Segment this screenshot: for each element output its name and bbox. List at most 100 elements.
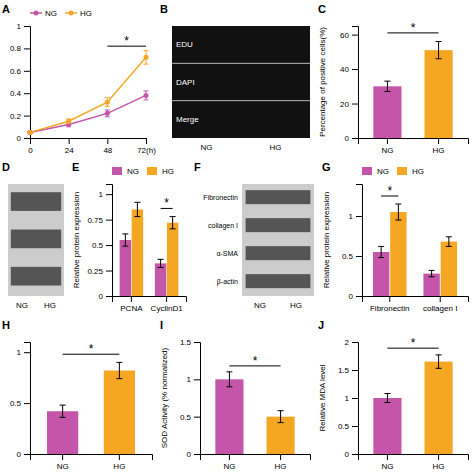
column-label: HG bbox=[270, 143, 282, 152]
tick-label: 0 bbox=[345, 450, 350, 459]
marks bbox=[373, 355, 452, 454]
legend-item: NG bbox=[30, 9, 57, 18]
tick: 0.4 bbox=[10, 89, 30, 98]
legend: NGHG bbox=[112, 167, 174, 176]
row-label: collagen I bbox=[208, 222, 238, 230]
tick: 24 bbox=[65, 138, 74, 155]
error-bar bbox=[122, 234, 128, 246]
tick-label: collagen I bbox=[423, 304, 457, 313]
tick-label: 20 bbox=[340, 100, 349, 109]
tick: Fibronectin bbox=[370, 296, 410, 313]
tick-mark bbox=[352, 398, 358, 399]
tick: HG bbox=[433, 454, 445, 471]
tick-label: NG bbox=[223, 462, 235, 471]
error-bar bbox=[226, 372, 232, 387]
blot-band bbox=[246, 190, 311, 204]
tick: 0.5 bbox=[342, 252, 362, 261]
legend-label: HG bbox=[412, 167, 424, 176]
axis-line bbox=[363, 297, 469, 303]
tick-mark bbox=[107, 138, 108, 144]
tick-mark bbox=[24, 138, 30, 139]
tick-mark bbox=[438, 454, 439, 460]
tick: 2 bbox=[345, 338, 358, 347]
tick-label: NG bbox=[381, 462, 393, 471]
y-axis-title: SOD Activity (% normalized) bbox=[160, 347, 169, 448]
tick-mark bbox=[106, 194, 112, 195]
tick-mark bbox=[146, 138, 147, 144]
tick: 40 bbox=[340, 65, 358, 74]
error-bar bbox=[144, 51, 149, 64]
error-bar bbox=[116, 362, 122, 378]
blot-band bbox=[246, 246, 311, 260]
plot: 00.20.40.60.810244872(h)* bbox=[10, 22, 156, 155]
error-bar bbox=[278, 411, 284, 423]
row-divider bbox=[172, 63, 310, 64]
error-bar bbox=[134, 202, 140, 216]
panel-label: A bbox=[2, 3, 10, 15]
panel-label: D bbox=[2, 161, 10, 173]
tick-label: HG bbox=[113, 462, 125, 471]
legend-item: HG bbox=[397, 167, 424, 176]
axis-line bbox=[24, 27, 31, 139]
tick: 0.5 bbox=[92, 241, 112, 250]
tick-mark bbox=[106, 271, 112, 272]
tick: NG bbox=[381, 138, 393, 155]
panel: A00.20.40.60.810244872(h)*NGHG bbox=[2, 3, 156, 155]
tick-label: 48 bbox=[103, 146, 112, 155]
error-bar bbox=[170, 217, 176, 229]
error-bar bbox=[395, 204, 401, 220]
image-area: NGHG bbox=[8, 184, 64, 310]
tick-mark bbox=[438, 138, 439, 144]
tick: 1 bbox=[99, 190, 112, 199]
legend-label: NG bbox=[377, 167, 389, 176]
column-label: NG bbox=[16, 301, 28, 310]
tick-label: HG bbox=[433, 146, 445, 155]
point bbox=[105, 100, 110, 105]
legend-label: HG bbox=[162, 167, 174, 176]
tick: 0 bbox=[17, 450, 30, 459]
point bbox=[66, 119, 71, 124]
blot-background bbox=[242, 184, 314, 296]
tick: 0 bbox=[28, 138, 33, 155]
bar bbox=[104, 371, 135, 454]
point bbox=[28, 130, 33, 135]
tick-label: 0.5 bbox=[10, 399, 22, 408]
marks bbox=[373, 204, 457, 296]
bar bbox=[373, 398, 401, 454]
bar bbox=[373, 86, 401, 138]
image-area: EDUDAPIMergeNGHG bbox=[172, 26, 310, 152]
tick-mark bbox=[24, 116, 30, 117]
plot: 00.250.50.751Relative protein expression… bbox=[72, 185, 187, 313]
legend-item: HG bbox=[147, 167, 174, 176]
tick-mark bbox=[106, 245, 112, 246]
row-label: Merge bbox=[176, 115, 199, 124]
panel: G00.51Relative protein expressionFibrone… bbox=[322, 161, 469, 313]
tick-mark bbox=[62, 454, 63, 460]
tick-mark bbox=[352, 35, 358, 36]
point bbox=[144, 93, 149, 98]
error-bar bbox=[446, 237, 452, 247]
panel: E00.250.50.751Relative protein expressio… bbox=[72, 161, 187, 313]
tick-label: 0.5 bbox=[342, 252, 354, 261]
legend-item: HG bbox=[65, 9, 92, 18]
bar bbox=[425, 50, 453, 138]
panel-label: H bbox=[2, 319, 10, 331]
tick-mark bbox=[24, 403, 30, 404]
axis-line bbox=[356, 185, 363, 297]
panel-label: J bbox=[318, 319, 324, 331]
tick: 60 bbox=[340, 31, 358, 40]
tick: 0.5 bbox=[338, 422, 358, 431]
legend-swatch bbox=[112, 167, 122, 175]
panel-label: C bbox=[318, 3, 326, 15]
tick-mark bbox=[352, 69, 358, 70]
bar bbox=[132, 209, 143, 296]
bar bbox=[167, 223, 178, 296]
tick: 20 bbox=[340, 100, 358, 109]
tick-label: Fibronectin bbox=[370, 304, 410, 313]
panel: D NGHG bbox=[2, 161, 64, 310]
tick: 72(h) bbox=[137, 138, 156, 155]
marks bbox=[373, 42, 452, 138]
tick: NG bbox=[381, 454, 393, 471]
tick-label: 1 bbox=[17, 22, 22, 31]
tick-mark bbox=[352, 104, 358, 105]
